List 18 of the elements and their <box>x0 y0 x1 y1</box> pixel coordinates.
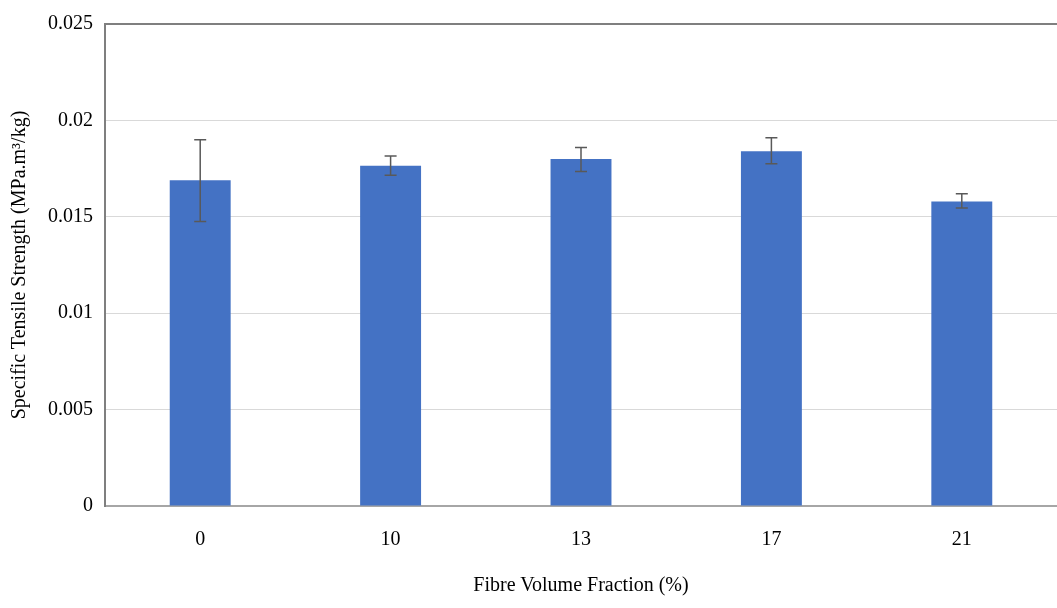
x-tick-label: 21 <box>951 527 972 550</box>
y-tick-label: 0.005 <box>48 396 93 419</box>
bar <box>360 165 422 506</box>
y-tick-label: 0 <box>83 493 93 516</box>
y-tick-label: 0.02 <box>58 107 93 130</box>
x-tick-label: 17 <box>761 527 782 550</box>
bar <box>550 158 612 506</box>
x-axis-title: Fibre Volume Fraction (%) <box>473 573 689 597</box>
x-tick-label: 10 <box>380 527 401 550</box>
y-tick-label: 0.015 <box>48 204 93 227</box>
y-tick-label: 0.025 <box>48 11 93 34</box>
x-tick-label: 0 <box>195 527 206 550</box>
y-axis-title: Specific Tensile Strength (MPa.m³/kg) <box>7 110 31 420</box>
bar <box>169 180 231 506</box>
bar <box>740 151 802 506</box>
y-tick-label: 0.01 <box>58 300 93 323</box>
bar <box>931 201 993 506</box>
x-tick-label: 13 <box>571 527 591 550</box>
